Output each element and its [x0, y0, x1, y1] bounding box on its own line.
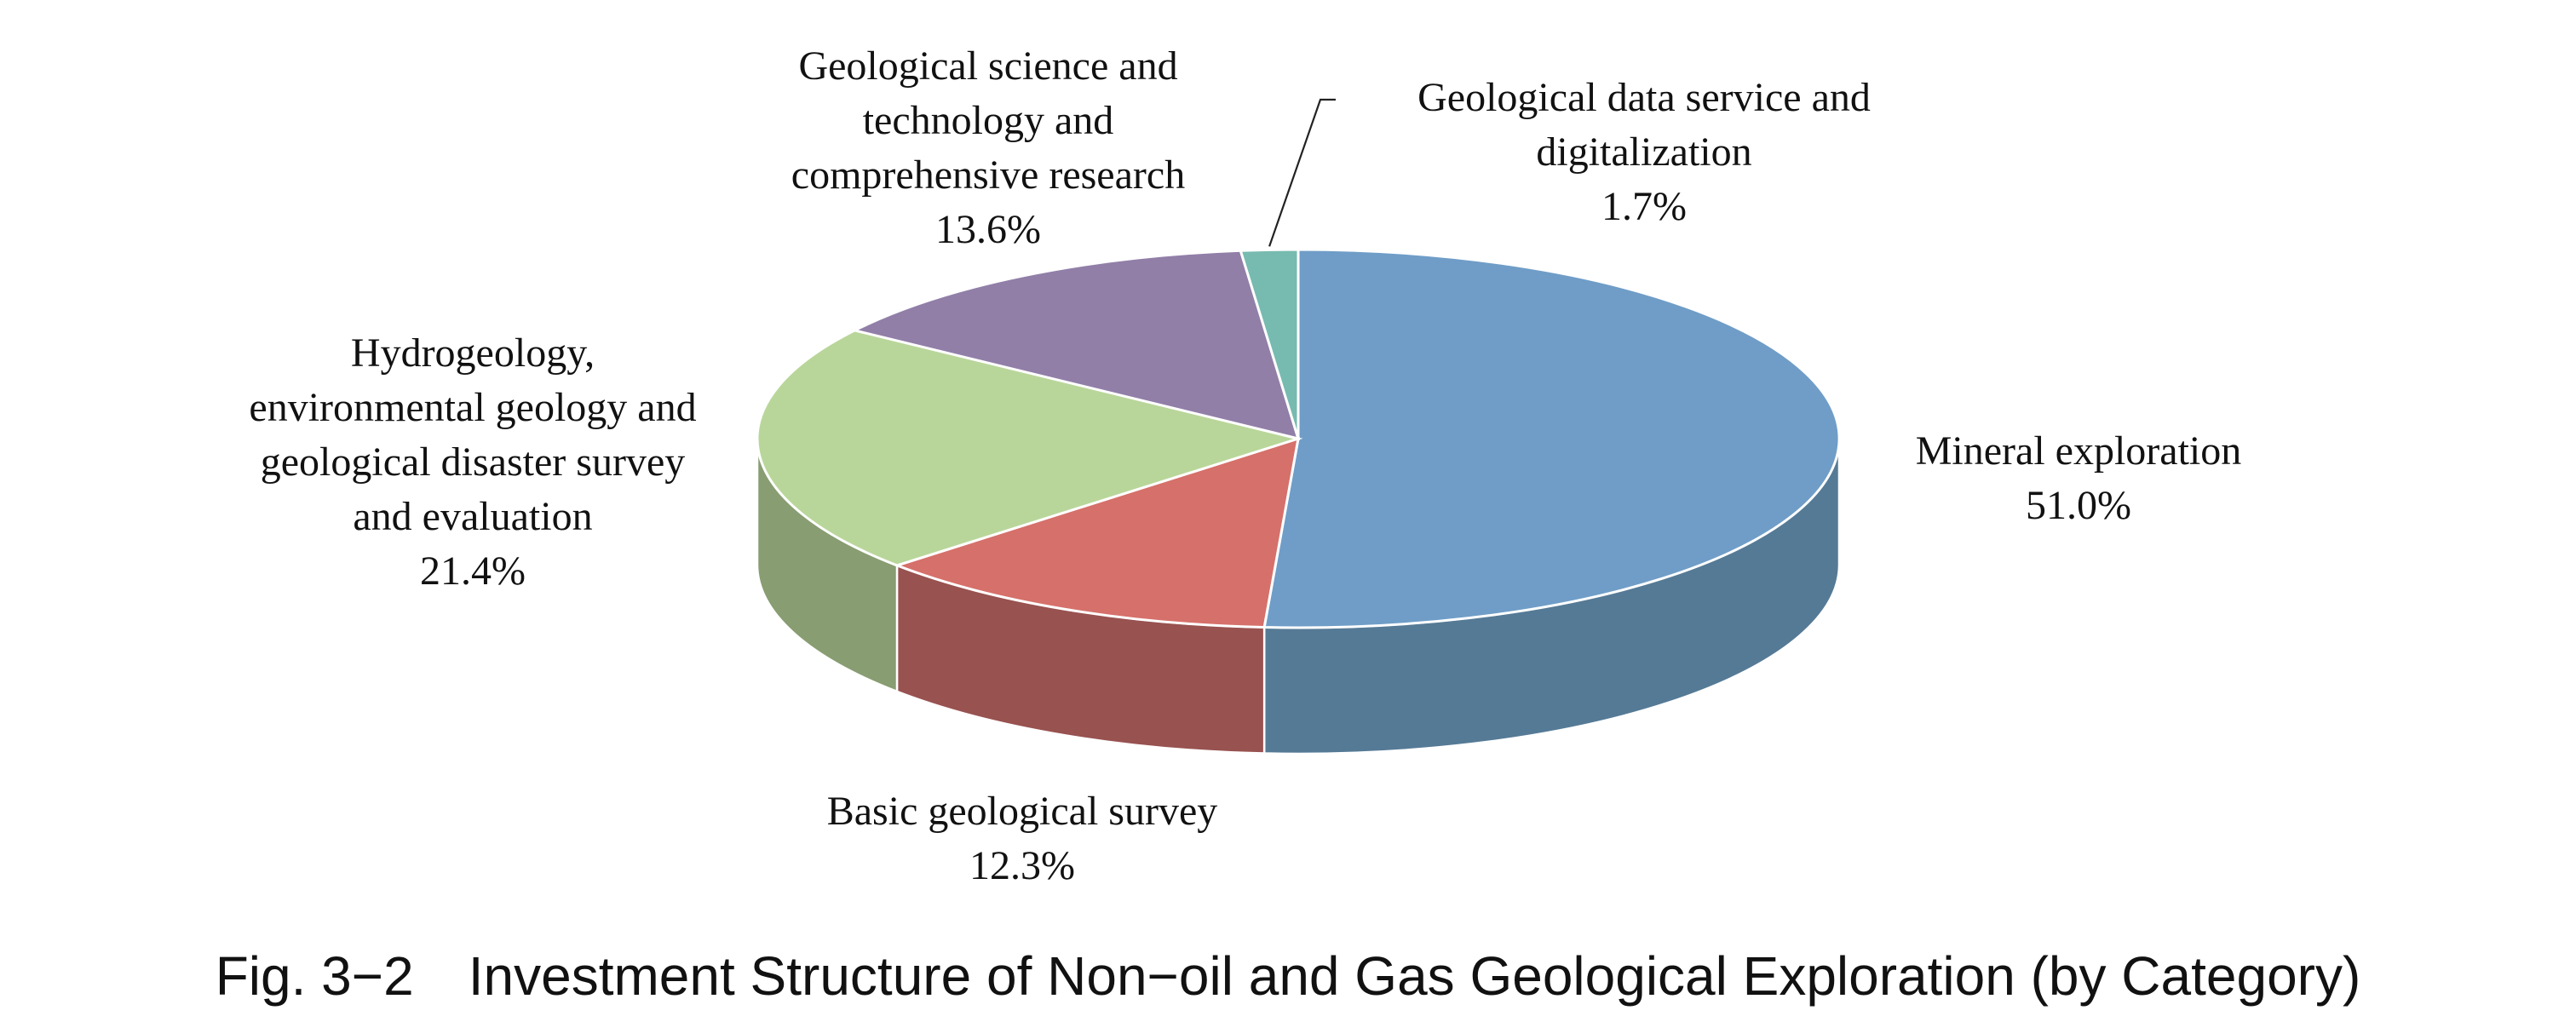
slice-label-geological-data-service: Geological data service and digitalizatio… [1417, 75, 1871, 229]
slice-value-label: 1.7% [1601, 184, 1687, 229]
pie-slice-mineral-exploration [1262, 248, 1841, 629]
slice-label-text: Hydrogeology, [351, 330, 595, 376]
slice-value-label: 21.4% [420, 548, 526, 594]
slice-label-basic-geological-survey: Basic geological survey 12.3% [827, 789, 1218, 888]
slice-label-text: digitalization [1536, 129, 1751, 175]
slice-label-hydrogeology-environmental: Hydrogeology, environmental geology and ge… [249, 330, 696, 594]
pie-slice-basic-geological-survey [893, 436, 1300, 629]
slice-labels: Mineral exploration 51.0% Basic geological… [249, 43, 2241, 888]
pie-slice-hydrogeology-environmental [756, 329, 1303, 567]
slice-label-text: environmental geology and [249, 385, 696, 430]
leader-lines [1268, 98, 1336, 247]
figure-caption: Fig. 3−2 Investment Structure of Non−oil… [216, 945, 2361, 1007]
leader-line-geological-data-service [1268, 98, 1336, 247]
slice-label-text: geological disaster survey [261, 439, 686, 485]
slice-label-text: Mineral exploration [1916, 428, 2242, 474]
pie-slice-geological-data-service [1239, 248, 1300, 439]
slice-value-label: 13.6% [935, 207, 1041, 252]
slice-value-label: 12.3% [969, 843, 1075, 888]
slice-label-text: technology and [863, 98, 1114, 143]
slice-label-text: Basic geological survey [827, 789, 1218, 834]
slice-label-text: comprehensive research [791, 152, 1185, 198]
slice-label-mineral-exploration: Mineral exploration 51.0% [1916, 428, 2242, 528]
slice-value-label: 51.0% [2026, 483, 2131, 528]
pie-slice-geological-science-research [851, 249, 1301, 441]
slice-label-text: Geological science and [798, 43, 1177, 89]
slice-label-text: Geological data service and [1417, 75, 1871, 120]
pie-top-faces [756, 248, 1841, 629]
slice-label-text: and evaluation [353, 494, 592, 539]
slice-label-geological-science-research: Geological science and technology and comp… [791, 43, 1185, 252]
